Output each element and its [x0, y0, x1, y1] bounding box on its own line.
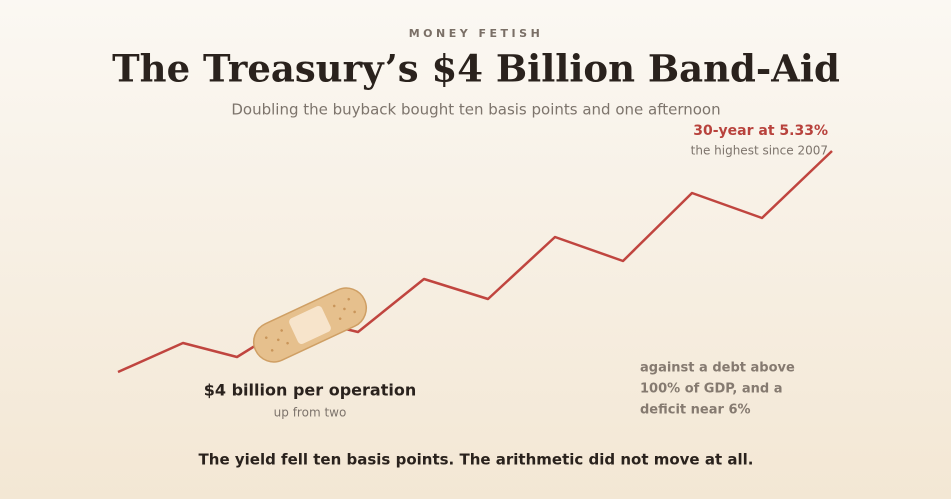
bandage — [252, 287, 368, 363]
side-note-line: deficit near 6% — [640, 403, 751, 418]
bandage-pad — [289, 306, 331, 344]
bandage-holes — [264, 297, 356, 352]
end-label: 30-year at 5.33% — [693, 123, 828, 139]
end-note: the highest since 2007 — [691, 144, 828, 158]
footer: The yield fell ten basis points. The ari… — [199, 451, 754, 469]
side-note-line: against a debt above — [640, 361, 795, 376]
yield-line — [117, 150, 833, 374]
side-note-line: 100% of GDP, and a — [640, 382, 783, 397]
kicker: MONEY FETISH — [409, 27, 544, 40]
bandage-note: up from two — [274, 406, 347, 420]
subtitle: Doubling the buyback bought ten basis po… — [231, 101, 720, 119]
bandage-label: $4 billion per operation — [204, 381, 416, 400]
title: The Treasury’s $4 Billion Band-Aid — [112, 47, 840, 91]
